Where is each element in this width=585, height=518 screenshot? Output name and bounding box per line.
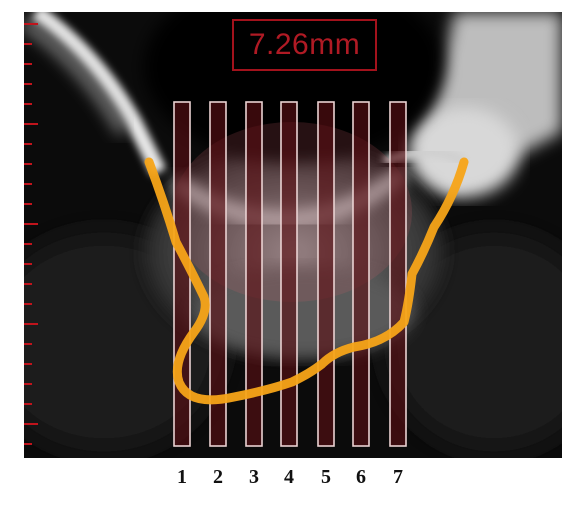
bone-outline-curve xyxy=(144,157,469,405)
column-label-2: 2 xyxy=(213,466,223,488)
ct-scan-graphics xyxy=(24,12,562,458)
column-label-3: 3 xyxy=(249,466,259,488)
measurement-column-3 xyxy=(245,101,263,447)
measurement-box: 7.26mm xyxy=(232,19,377,71)
measurement-columns xyxy=(172,101,412,447)
right-bone-highlight xyxy=(409,107,519,197)
measurement-column-2 xyxy=(209,101,227,447)
measurement-column-7 xyxy=(389,101,407,447)
ct-scan-image: 7.26mm xyxy=(24,12,562,458)
column-label-4: 4 xyxy=(284,466,294,488)
column-label-1: 1 xyxy=(177,466,187,488)
column-labels: 1 2 3 4 5 6 7 xyxy=(0,466,585,502)
column-label-5: 5 xyxy=(321,466,331,488)
measurement-column-4 xyxy=(280,101,298,447)
measurement-column-5 xyxy=(317,101,335,447)
left-cortical-halo xyxy=(24,17,129,135)
column-label-7: 7 xyxy=(393,466,403,488)
measurement-column-6 xyxy=(352,101,370,447)
left-cortical-bone xyxy=(31,12,167,176)
scale-ticks xyxy=(24,23,38,445)
column-label-6: 6 xyxy=(356,466,366,488)
measurement-value: 7.26mm xyxy=(248,28,361,61)
